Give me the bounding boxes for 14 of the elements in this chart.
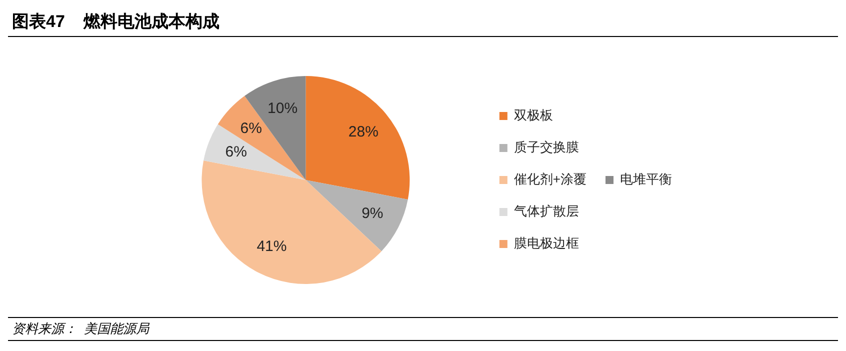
text: 资料来源： 美国能源局 — [12, 321, 150, 336]
data-label: 10% — [268, 100, 298, 117]
data-label: 28% — [348, 123, 378, 140]
data-label: 6% — [240, 120, 262, 137]
legend-label: 膜电极边框 — [514, 236, 579, 251]
legend-label: 双极板 — [514, 108, 553, 123]
legend-label: 电堆平衡 — [620, 172, 672, 187]
data-label: 41% — [256, 238, 287, 255]
chart-title: 图表47 燃料电池成本构成 — [8, 8, 838, 37]
legend-label: 气体扩散层 — [514, 204, 579, 219]
legend-label: 质子交换膜 — [514, 140, 579, 155]
legend-label: 催化剂+涂覆 — [514, 172, 586, 187]
data-label: 9% — [362, 205, 384, 222]
data-label: 6% — [225, 144, 247, 161]
